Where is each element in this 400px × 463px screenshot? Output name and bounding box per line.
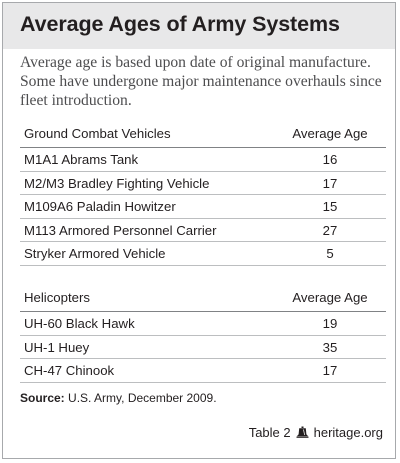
average-age-value: 19	[322, 316, 338, 331]
chart-subtitle: Average age is based upon date of origin…	[20, 54, 382, 109]
table-row: Stryker Armored Vehicle 5	[20, 242, 386, 266]
table-row: UH-60 Black Hawk 19	[20, 312, 386, 336]
table-row: M113 Armored Personnel Carrier 27	[20, 219, 386, 242]
average-age-value: 17	[322, 363, 338, 378]
column-header: Average Age	[292, 126, 368, 141]
table-row: UH-1 Huey 35	[20, 336, 386, 359]
average-age-value: 16	[322, 152, 338, 167]
system-name: CH-47 Chinook	[24, 363, 115, 378]
title-bar: Average Ages of Army Systems	[3, 3, 395, 49]
table-number-label: Table 2	[248, 425, 291, 440]
system-name: UH-1 Huey	[24, 339, 90, 355]
average-age-value: 27	[322, 222, 338, 238]
system-name: M2/M3 Bradley Fighting Vehicle	[24, 175, 210, 191]
table-row: CH-47 Chinook 17	[20, 359, 386, 383]
footer-credit: Table 2 heritage.org	[249, 425, 383, 440]
table-row: M2/M3 Bradley Fighting Vehicle 17	[20, 172, 386, 195]
liberty-bell-icon	[296, 426, 309, 438]
system-name: Stryker Armored Vehicle	[24, 246, 166, 261]
system-name: M1A1 Abrams Tank	[24, 152, 139, 167]
source-text: U.S. Army, December 2009.	[68, 391, 217, 405]
column-header: Ground Combat Vehicles	[24, 126, 171, 141]
average-age-value: 17	[322, 175, 338, 191]
ground-vehicles-table: Ground Combat Vehicles Average Age M1A1 Ab…	[20, 123, 386, 266]
source-label: Source:	[20, 391, 65, 405]
source-note: Source: U.S. Army, December 2009.	[20, 391, 217, 405]
system-name: M109A6 Paladin Howitzer	[24, 199, 176, 214]
table-row: M109A6 Paladin Howitzer 15	[20, 195, 386, 219]
chart-title: Average Ages of Army Systems	[20, 12, 340, 36]
table-card: Average Ages of Army Systems Average age…	[2, 2, 396, 459]
table-row: M1A1 Abrams Tank 16	[20, 148, 386, 172]
system-name: UH-60 Black Hawk	[24, 316, 135, 331]
site-link[interactable]: heritage.org	[313, 425, 383, 440]
column-header: Helicopters	[24, 290, 90, 305]
table-header-row: Helicopters Average Age	[20, 287, 386, 312]
average-age-value: 15	[322, 199, 338, 214]
table-header-row: Ground Combat Vehicles Average Age	[20, 123, 386, 148]
average-age-value: 35	[322, 339, 338, 355]
system-name: M113 Armored Personnel Carrier	[24, 222, 217, 238]
average-age-value: 5	[326, 246, 334, 261]
column-header: Average Age	[292, 290, 368, 305]
helicopters-table: Helicopters Average Age UH-60 Black Hawk 19…	[20, 287, 386, 383]
